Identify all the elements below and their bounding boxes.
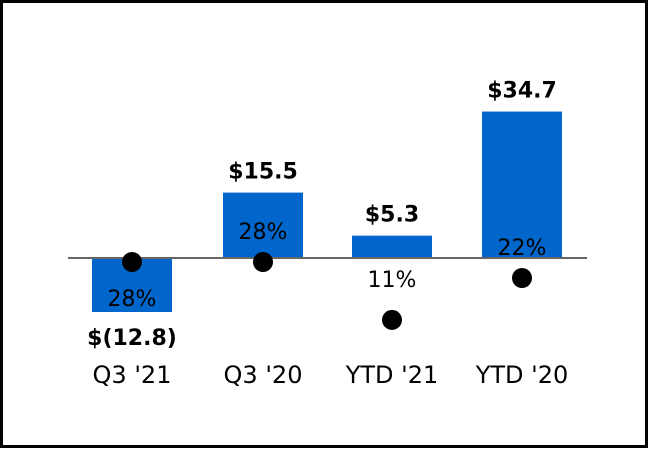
bar-2 [352,235,432,258]
value-label-0: $(12.8) [87,326,177,351]
bar-chart: $(12.8) $15.5 $5.3 $34.7 28% 28% 11% 22% Q3 '21 Q… [68,79,587,389]
percent-dot-1 [253,252,273,272]
bar-1 [223,192,303,258]
percent-dot-0 [122,252,142,272]
category-label-0: Q3 '21 [93,361,172,389]
value-label-2: $5.3 [365,203,419,228]
category-label-3: YTD '20 [475,361,569,389]
bar-3 [482,111,562,258]
category-label-1: Q3 '20 [224,361,303,389]
percent-label-0: 28% [108,287,157,312]
value-label-1: $15.5 [228,160,298,185]
value-label-3: $34.7 [487,79,557,104]
percent-dot-2 [382,309,402,330]
category-label-2: YTD '21 [345,361,439,389]
percent-dot-3 [512,268,532,288]
percent-label-2: 11% [368,268,417,293]
percent-label-1: 28% [239,220,288,245]
percent-label-3: 22% [498,236,547,261]
